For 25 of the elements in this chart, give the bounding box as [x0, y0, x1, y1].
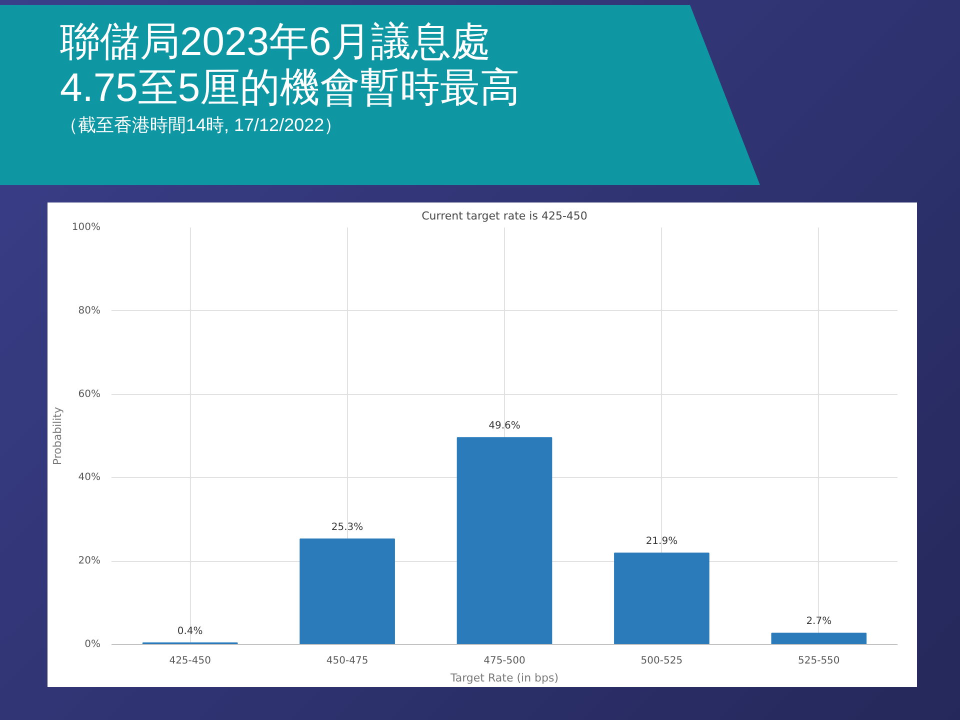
y-tick-label: 20% — [78, 556, 101, 567]
y-tick-label: 80% — [78, 305, 101, 316]
y-tick-label: 0% — [84, 639, 101, 650]
data-label: 0.4% — [177, 626, 203, 637]
bar — [300, 538, 395, 644]
y-tick-label: 60% — [78, 388, 101, 400]
data-label: 49.6% — [488, 420, 520, 432]
bar — [771, 632, 867, 644]
chart-subtitle: （截至香港時間14時, 17/12/2022） — [60, 114, 344, 137]
x-tick-label: 450-475 — [326, 656, 368, 666]
y-axis-title: Probability — [50, 406, 64, 466]
bar — [614, 552, 710, 644]
x-tick-label: 425-450 — [169, 656, 212, 666]
data-label: 2.7% — [806, 616, 832, 628]
text: Current target rate is 425-450 — [422, 210, 588, 222]
chart-title: 聯儲局2023年6月議息處 4.75至5厘的機會暫時最高 — [60, 19, 520, 111]
x-tick-label: 525-550 — [798, 656, 840, 666]
data-label: 21.9% — [646, 536, 678, 548]
y-tick-label: 40% — [78, 472, 101, 484]
data-label: 25.3% — [331, 522, 364, 533]
x-axis-title: Target Rate (in bps) — [449, 672, 559, 684]
y-tick-label: 100% — [72, 222, 101, 233]
bar — [456, 437, 552, 644]
x-tick-label: 475-500 — [484, 656, 526, 666]
x-tick-label: 500-525 — [640, 656, 683, 666]
